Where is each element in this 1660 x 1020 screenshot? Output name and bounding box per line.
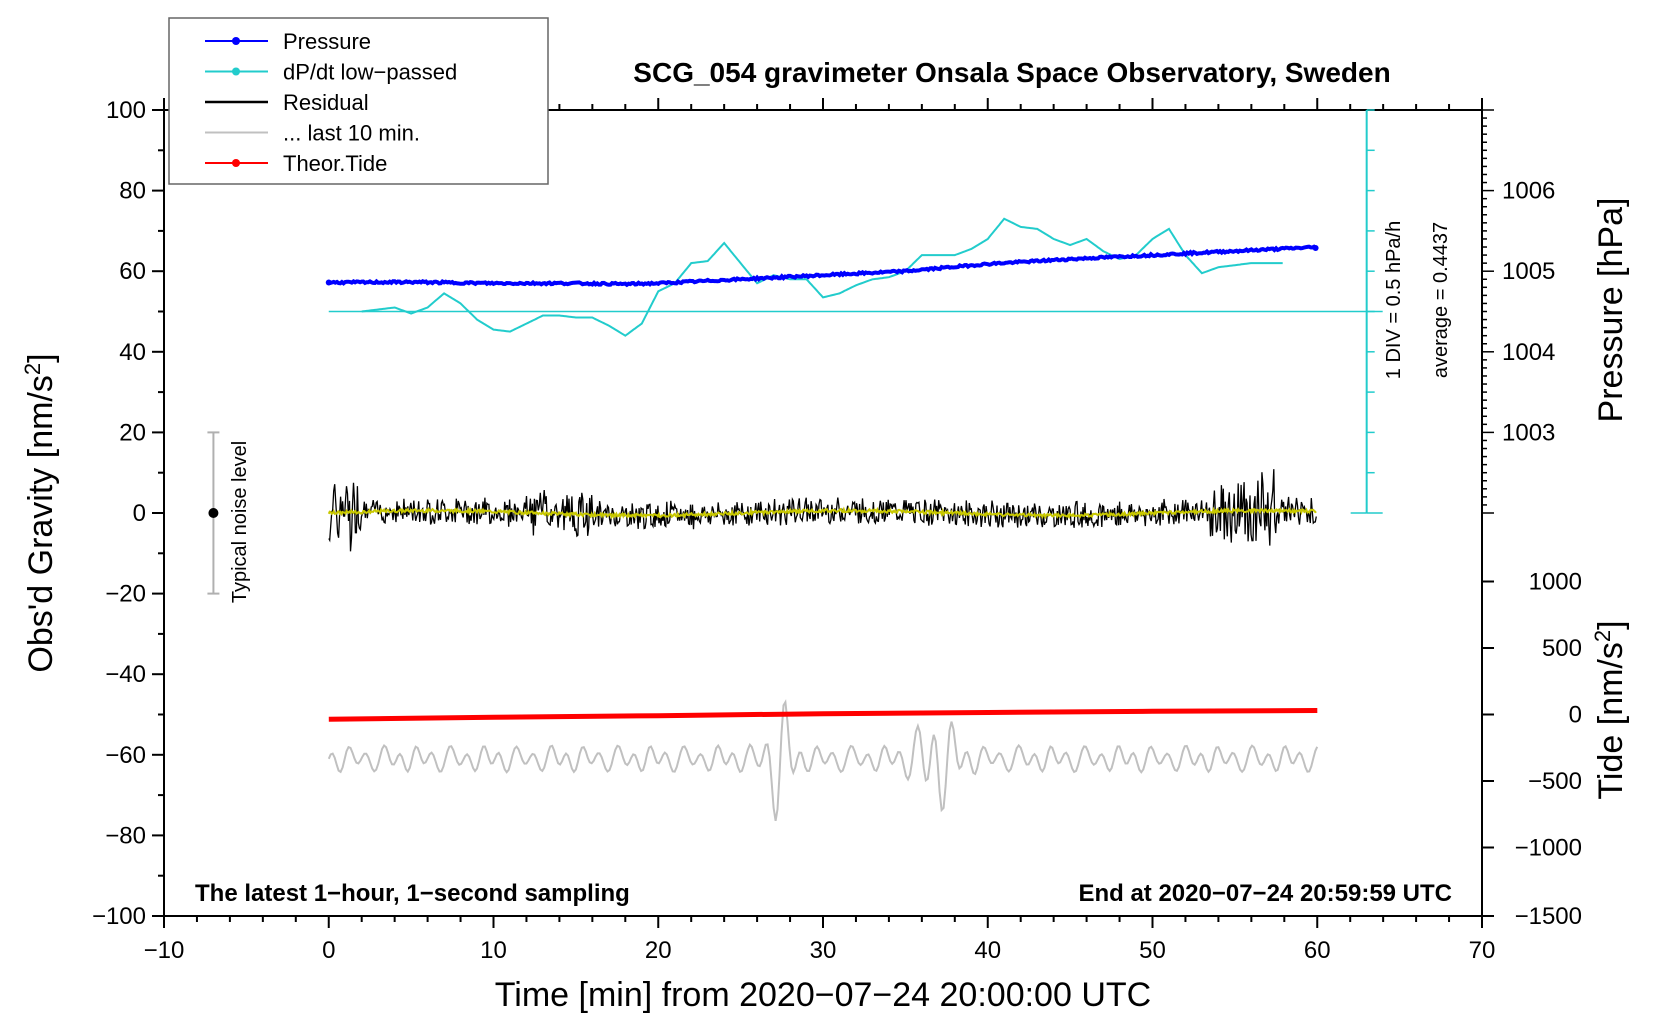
- dpdt-scale-axis: [328, 109, 1383, 514]
- tide-label-sup: 2: [1590, 630, 1615, 642]
- pressure-tick-label: 1006: [1502, 178, 1555, 205]
- theor-tide-line: [328, 708, 1318, 722]
- y-tick-label: −100: [92, 903, 146, 930]
- legend-marker: [232, 67, 240, 76]
- x-tick-label: 50: [1139, 937, 1166, 964]
- last-10-min-line: [327, 699, 1319, 821]
- y-tick-label: 40: [119, 339, 146, 366]
- pressure-tick-label: 1004: [1502, 339, 1555, 366]
- bottom-right-note: End at 2020−07−24 20:59:59 UTC: [1078, 880, 1452, 907]
- residual-line: [328, 469, 1317, 552]
- tide-tick-label: −500: [1528, 768, 1582, 795]
- x-tick-label: 40: [974, 937, 1001, 964]
- pressure-start-point: [325, 279, 332, 286]
- x-tick-label: 10: [480, 937, 507, 964]
- tide-axis-label: Tide [nm/s2]: [1590, 620, 1630, 799]
- pressure-tick-labels: 1006 1005 1004 1003: [1502, 178, 1555, 447]
- legend: Pressure dP/dt low−passed Residual ... last…: [168, 17, 549, 185]
- x-tick-label: 70: [1469, 937, 1496, 964]
- dpdt-average-label: average = 0.4437: [1430, 222, 1452, 378]
- x-tick-label: 0: [322, 937, 335, 964]
- legend-box: [168, 17, 549, 185]
- noise-level-bar: [207, 431, 220, 595]
- legend-label: Pressure: [283, 29, 371, 54]
- tide-tick-labels: 1000 500 0 −500 −1000 −1500: [1515, 569, 1582, 930]
- x-tick-label: 30: [810, 937, 837, 964]
- series-layer: [325, 217, 1319, 821]
- pressure-axis-label: Pressure [hPa]: [1592, 198, 1630, 423]
- x-tick-label: 20: [645, 937, 672, 964]
- x-tick-label: 60: [1304, 937, 1331, 964]
- y-tick-label: 20: [119, 419, 146, 446]
- tide-tick-label: −1500: [1515, 903, 1582, 930]
- y-tick-label: 0: [133, 500, 146, 527]
- y-tick-label: −40: [105, 661, 146, 688]
- x-axis-label: Time [min] from 2020−07−24 20:00:00 UTC: [495, 976, 1151, 1014]
- legend-label: dP/dt low−passed: [283, 60, 457, 85]
- tide-label-end: ]: [1592, 620, 1630, 629]
- y-tick-label: −80: [105, 822, 146, 849]
- y-tick-label: 80: [119, 178, 146, 205]
- tide-tick-label: −1000: [1515, 834, 1582, 861]
- legend-marker: [232, 37, 240, 45]
- y-label-sup: 2: [20, 363, 45, 375]
- tide-tick-label: 500: [1542, 635, 1582, 662]
- noise-bar-point: [208, 508, 219, 518]
- dpdt-scale-label: 1 DIV = 0.5 hPa/h: [1383, 221, 1405, 379]
- pressure-line: [328, 244, 1317, 288]
- y-tick-labels: 100 80 60 40 20 0 −20 −40 −60 −80 −100: [92, 97, 146, 930]
- legend-label: Residual: [283, 90, 369, 115]
- legend-marker: [232, 159, 240, 167]
- chart-title: SCG_054 gravimeter Onsala Space Observat…: [633, 57, 1390, 88]
- tide-tick-label: 1000: [1529, 569, 1582, 596]
- residual-smoothed-line: [327, 506, 1317, 520]
- pressure-end-point: [1312, 245, 1319, 252]
- pressure-tick-label: 1003: [1502, 419, 1555, 446]
- y-tick-label: 100: [106, 97, 146, 124]
- tide-label-main: Tide [nm/s: [1592, 642, 1630, 799]
- noise-level-label: Typical noise level: [229, 441, 251, 603]
- pressure-tick-label: 1005: [1502, 258, 1555, 285]
- tide-tick-label: 0: [1569, 702, 1582, 729]
- y-tick-label: −20: [105, 581, 146, 608]
- bottom-left-note: The latest 1−hour, 1−second sampling: [195, 880, 630, 907]
- y-tick-label: 60: [119, 258, 146, 285]
- x-tick-labels: −10 0 10 20 30 40 50 60 70: [144, 937, 1496, 964]
- legend-label: ... last 10 min.: [283, 121, 420, 146]
- legend-label: Theor.Tide: [283, 151, 387, 176]
- y-tick-label: −60: [105, 742, 146, 769]
- y-label-end: ]: [22, 353, 60, 362]
- x-tick-label: −10: [144, 937, 185, 964]
- y-axis-label-left: Obs'd Gravity [nm/s2]: [20, 353, 60, 672]
- y-label-main: Obs'd Gravity [nm/s: [22, 375, 60, 672]
